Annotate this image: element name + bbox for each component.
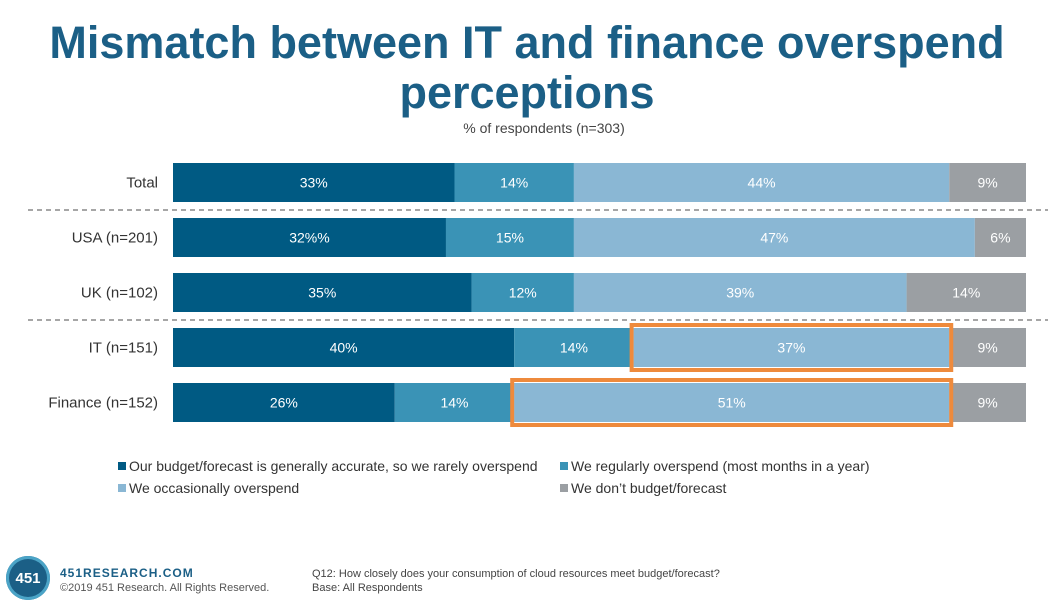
footer-site[interactable]: 451RESEARCH.COM — [60, 566, 194, 580]
bar-segment — [514, 328, 634, 367]
legend-item: We don’t budget/forecast — [560, 480, 726, 496]
bar-segment — [573, 163, 950, 202]
legend-item: We occasionally overspend — [118, 480, 299, 496]
legend-label: We occasionally overspend — [129, 480, 300, 496]
data-label: 14% — [952, 285, 980, 301]
bar-segment — [949, 328, 1026, 367]
bar-segment — [173, 383, 395, 422]
bar-segment — [974, 218, 1026, 257]
footer-question: Q12: How closely does your consumption o… — [312, 568, 720, 580]
data-label: 26% — [270, 395, 298, 411]
data-label: 12% — [509, 285, 537, 301]
data-label: 6% — [990, 230, 1010, 246]
footer-base: Base: All Respondents — [312, 582, 423, 594]
data-label: 9% — [977, 175, 997, 191]
data-label: 44% — [748, 175, 776, 191]
bar-segment — [573, 273, 907, 312]
data-label: 39% — [726, 285, 754, 301]
chart-subtitle: % of respondents (n=303) — [463, 120, 625, 136]
legend-item: We regularly overspend (most months in a… — [560, 458, 870, 474]
data-label: 9% — [977, 395, 997, 411]
data-label: 40% — [330, 340, 358, 356]
bar-segment — [949, 383, 1026, 422]
legend-swatch — [560, 462, 568, 470]
bar-segment — [906, 273, 1026, 312]
category-label: USA (n=201) — [72, 230, 158, 247]
category-label: Total — [126, 175, 158, 192]
legend-label: We don’t budget/forecast — [571, 480, 727, 496]
bar-segment — [471, 273, 574, 312]
bar-segment — [173, 328, 515, 367]
data-label: 14% — [440, 395, 468, 411]
data-label: 32%% — [289, 230, 329, 246]
bar-segment — [573, 218, 975, 257]
category-label: Finance (n=152) — [48, 395, 158, 412]
stacked-bar-chart: Total 33% 14% 44% 9% USA (n=201) 32%% 15% 47% 6% U… — [28, 163, 1048, 427]
bar-segment — [173, 218, 446, 257]
bar-segment — [394, 383, 515, 422]
category-label: IT (n=151) — [89, 340, 158, 357]
bar-segment — [949, 163, 1026, 202]
bar-segment — [173, 163, 455, 202]
legend-label: Our budget/forecast is generally accurat… — [129, 458, 538, 474]
footer-copyright: ©2019 451 Research. All Rights Reserved. — [60, 582, 270, 594]
highlight-box — [510, 378, 954, 427]
data-label: 9% — [977, 340, 997, 356]
legend-swatch — [560, 484, 568, 492]
data-label: 47% — [760, 230, 788, 246]
bar-segment — [514, 383, 950, 422]
legend-item: Our budget/forecast is generally accurat… — [118, 458, 538, 474]
bar-segment — [454, 163, 574, 202]
data-label: 15% — [496, 230, 524, 246]
bar-segment — [445, 218, 574, 257]
legend-swatch — [118, 462, 126, 470]
data-label: 14% — [500, 175, 528, 191]
chart-title: Mismatch between IT and finance overspen… — [49, 17, 1005, 118]
451-logo: 451 — [6, 556, 50, 600]
data-label: 35% — [308, 285, 336, 301]
legend-swatch — [118, 484, 126, 492]
highlight-box — [629, 323, 954, 372]
data-label: 33% — [300, 175, 328, 191]
bar-segment — [173, 273, 472, 312]
data-label: 37% — [777, 340, 805, 356]
category-label: UK (n=102) — [81, 285, 158, 302]
bar-segment — [633, 328, 950, 367]
data-label: 14% — [560, 340, 588, 356]
data-label: 51% — [718, 395, 746, 411]
legend-label: We regularly overspend (most months in a… — [571, 458, 870, 474]
